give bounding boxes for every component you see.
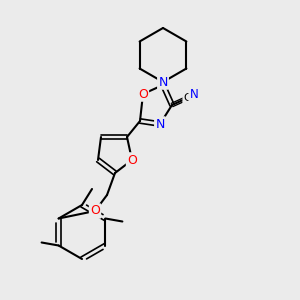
Text: O: O: [127, 154, 137, 166]
Text: C: C: [184, 93, 191, 103]
Text: O: O: [138, 88, 148, 100]
Text: O: O: [90, 205, 100, 218]
Text: N: N: [158, 76, 168, 88]
Text: N: N: [190, 88, 198, 101]
Text: N: N: [155, 118, 165, 130]
